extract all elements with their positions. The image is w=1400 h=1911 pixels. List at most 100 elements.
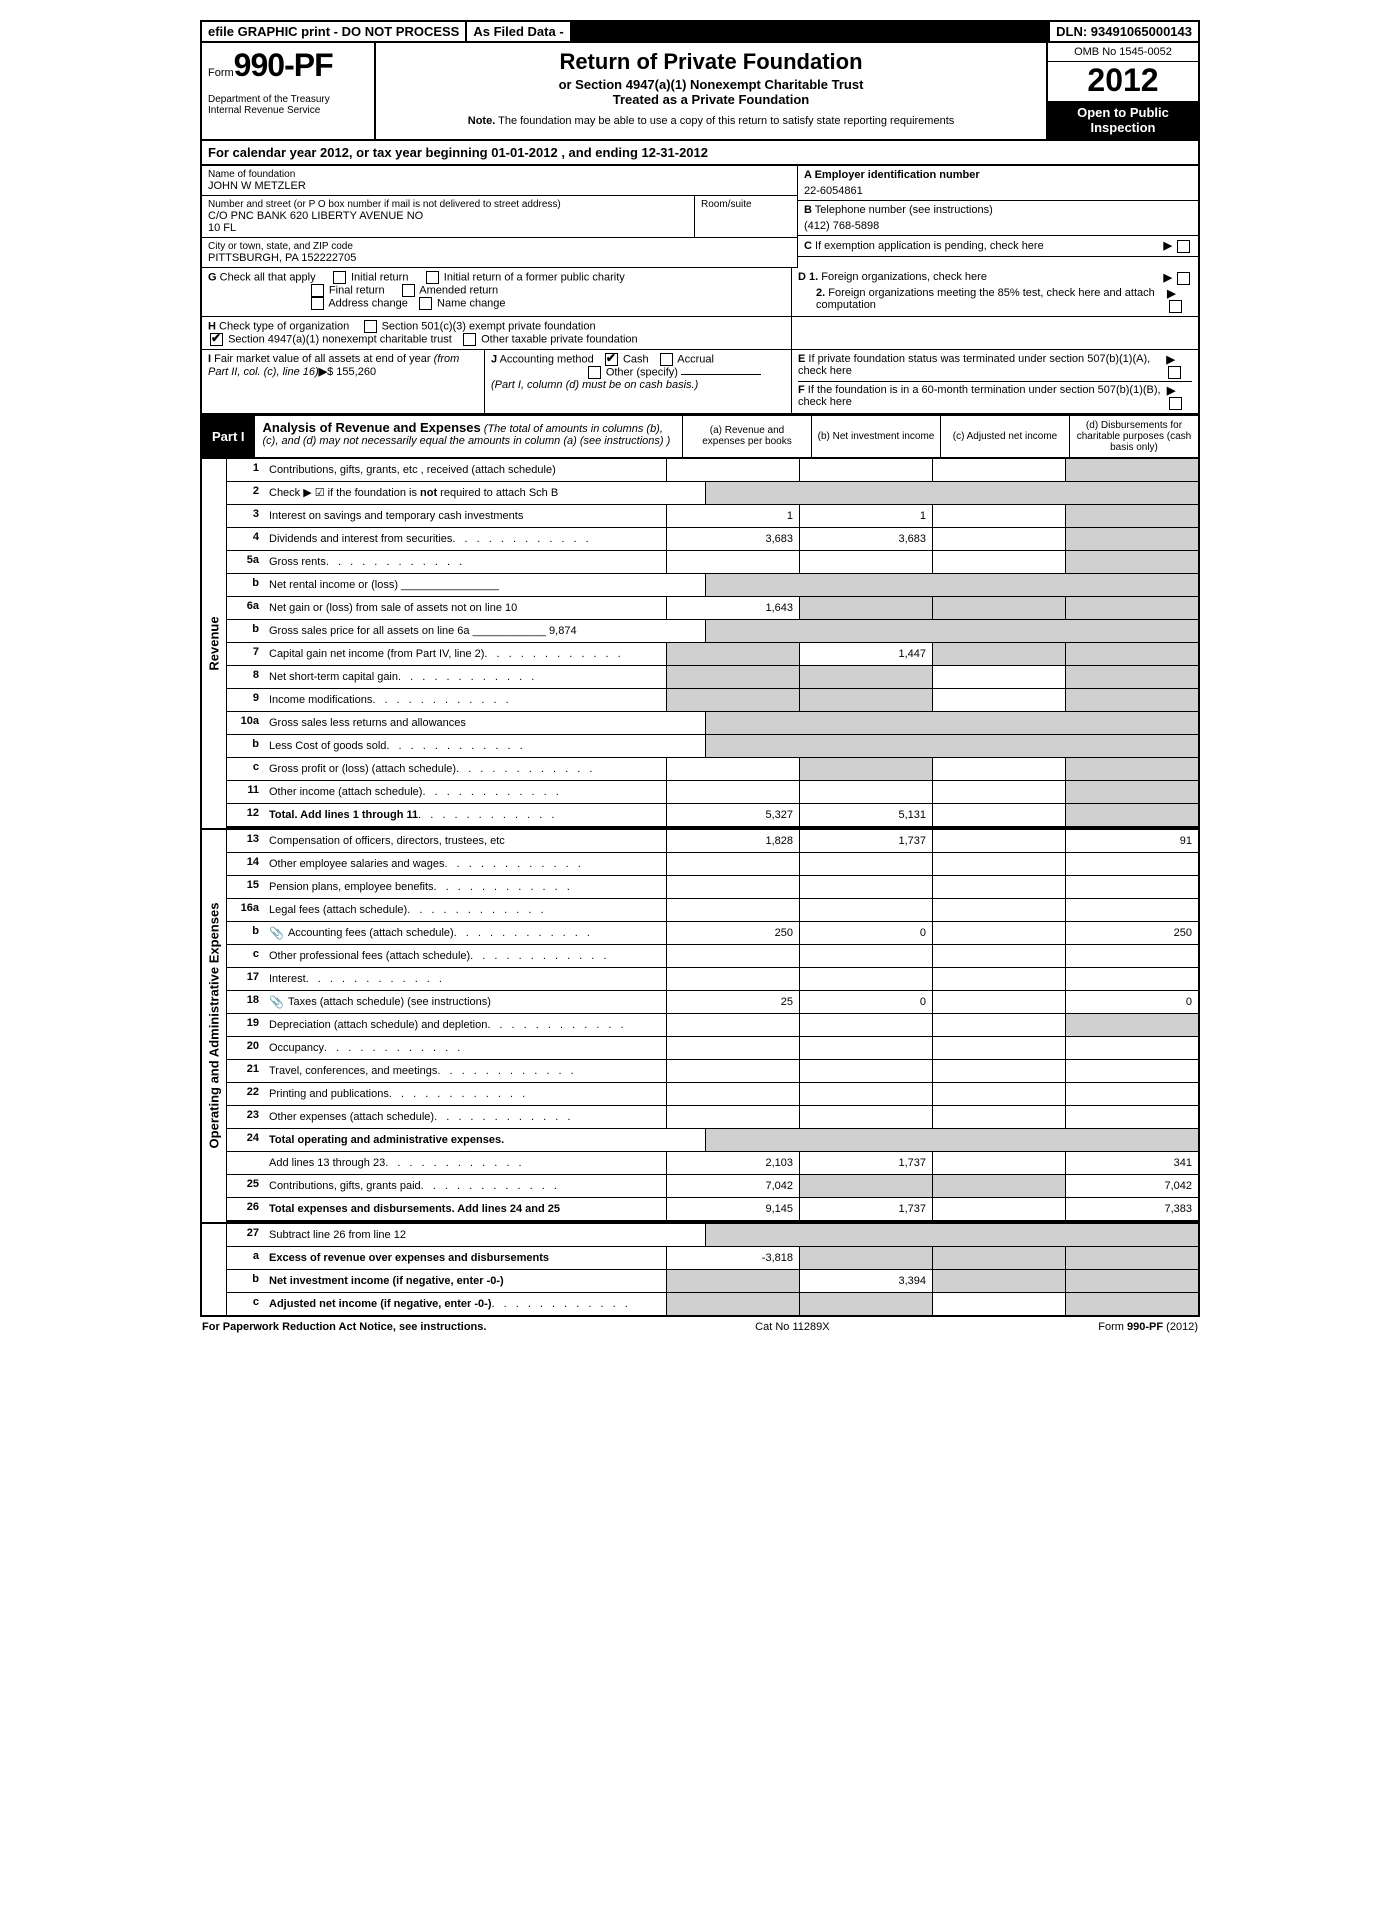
room-suite-label: Room/suite — [701, 199, 791, 210]
ein-cell: A Employer identification number 22-6054… — [798, 166, 1198, 201]
value-cell-c — [932, 853, 1065, 875]
attachment-icon: 📎 — [269, 926, 284, 940]
4947a1-checkbox[interactable] — [210, 333, 223, 346]
other-method-checkbox[interactable] — [588, 366, 601, 379]
value-cell-a: -3,818 — [666, 1247, 799, 1269]
dept-treasury: Department of the Treasury — [208, 94, 368, 105]
line-description: Gross sales less returns and allowances — [265, 712, 705, 734]
calendar-year-line: For calendar year 2012, or tax year begi… — [200, 141, 1200, 166]
form-number: 990-PF — [234, 47, 333, 83]
name-change-checkbox[interactable] — [419, 297, 432, 310]
table-row: cOther professional fees (attach schedul… — [227, 945, 1198, 968]
final-return-checkbox[interactable] — [311, 284, 324, 297]
value-cell-a — [666, 968, 799, 990]
line-number: 9 — [227, 689, 265, 711]
initial-return-checkbox[interactable] — [333, 271, 346, 284]
line-description: Add lines 13 through 23 — [265, 1152, 666, 1174]
ein-value: 22-6054861 — [804, 181, 1192, 197]
value-cell-a — [666, 853, 799, 875]
section-ijef: I Fair market value of all assets at end… — [200, 350, 1200, 415]
col-d-header: (d) Disbursements for charitable purpose… — [1069, 416, 1198, 457]
city-state-zip: PITTSBURGH, PA 152222705 — [208, 252, 791, 264]
value-cell-a — [666, 899, 799, 921]
value-cell-a — [666, 643, 799, 665]
value-cell-a — [666, 1083, 799, 1105]
value-cell-c — [932, 1175, 1065, 1197]
col-c-header: (c) Adjusted net income — [940, 416, 1069, 457]
address-change-checkbox[interactable] — [311, 297, 324, 310]
value-cell-c — [932, 597, 1065, 619]
value-cell-d — [1065, 1270, 1198, 1292]
value-cell-a — [666, 945, 799, 967]
amended-return-checkbox[interactable] — [402, 284, 415, 297]
value-cell-d — [1065, 968, 1198, 990]
section-h: H Check type of organization Section 501… — [200, 317, 1200, 350]
line-number: 19 — [227, 1014, 265, 1036]
line-description: Net rental income or (loss) ____________… — [265, 574, 705, 596]
line-number: 17 — [227, 968, 265, 990]
table-row: 6aNet gain or (loss) from sale of assets… — [227, 597, 1198, 620]
value-cell-d — [1065, 1106, 1198, 1128]
line-description: Net gain or (loss) from sale of assets n… — [265, 597, 666, 619]
501c3-checkbox[interactable] — [364, 320, 377, 333]
value-cell-b — [799, 1293, 932, 1315]
initial-former-checkbox[interactable] — [426, 271, 439, 284]
line-number: 1 — [227, 459, 265, 481]
table-row: 23Other expenses (attach schedule) — [227, 1106, 1198, 1129]
table-row: 7Capital gain net income (from Part IV, … — [227, 643, 1198, 666]
line-number: 3 — [227, 505, 265, 527]
value-cell-a — [666, 1037, 799, 1059]
value-cell-a: 3,683 — [666, 528, 799, 550]
table-row: bNet investment income (if negative, ent… — [227, 1270, 1198, 1293]
accrual-checkbox[interactable] — [660, 353, 673, 366]
header-left: Form990-PF Department of the Treasury In… — [202, 43, 376, 139]
phone-cell: B Telephone number (see instructions) (4… — [798, 201, 1198, 236]
value-cell-d — [1065, 459, 1198, 481]
value-cell-b — [799, 1083, 932, 1105]
value-cell-d — [1065, 505, 1198, 527]
form-subtitle-2: Treated as a Private Foundation — [386, 92, 1036, 107]
value-cell-c — [932, 1083, 1065, 1105]
value-cell-c — [932, 899, 1065, 921]
value-cell-b: 1 — [799, 505, 932, 527]
line-number: a — [227, 1247, 265, 1269]
value-cell-c — [932, 459, 1065, 481]
value-cell-d — [1065, 666, 1198, 688]
value-cell-c — [932, 505, 1065, 527]
value-cell-a: 250 — [666, 922, 799, 944]
value-cell-c — [932, 528, 1065, 550]
value-cell-d — [1065, 1083, 1198, 1105]
cash-checkbox[interactable] — [605, 353, 618, 366]
value-cell-a — [666, 758, 799, 780]
foreign-org-checkbox[interactable] — [1177, 272, 1190, 285]
60month-checkbox[interactable] — [1169, 397, 1182, 410]
value-cell-c — [932, 1247, 1065, 1269]
value-cell-d — [1065, 1247, 1198, 1269]
value-cell-a — [666, 1014, 799, 1036]
other-taxable-checkbox[interactable] — [463, 333, 476, 346]
name-cell: Name of foundation JOHN W METZLER — [202, 166, 797, 196]
table-row: 11Other income (attach schedule) — [227, 781, 1198, 804]
line-description: 📎Taxes (attach schedule) (see instructio… — [265, 991, 666, 1013]
line-number: 11 — [227, 781, 265, 803]
line-description: Total operating and administrative expen… — [265, 1129, 705, 1151]
table-row: 8Net short-term capital gain — [227, 666, 1198, 689]
value-cell-a — [666, 1060, 799, 1082]
revenue-side-label: Revenue — [202, 459, 227, 828]
value-cell-d: 91 — [1065, 830, 1198, 852]
line-number: 14 — [227, 853, 265, 875]
line-number: 15 — [227, 876, 265, 898]
line-number: 13 — [227, 830, 265, 852]
line-number: c — [227, 945, 265, 967]
value-cell-a: 1 — [666, 505, 799, 527]
foreign-85-checkbox[interactable] — [1169, 300, 1182, 313]
line-number — [227, 1152, 265, 1174]
paperwork-notice: For Paperwork Reduction Act Notice, see … — [202, 1321, 486, 1333]
value-cell-b — [799, 1060, 932, 1082]
value-cell-c — [932, 643, 1065, 665]
line-number: 25 — [227, 1175, 265, 1197]
table-row: cGross profit or (loss) (attach schedule… — [227, 758, 1198, 781]
status-terminated-checkbox[interactable] — [1168, 366, 1181, 379]
exemption-checkbox[interactable] — [1177, 240, 1190, 253]
line-description: Excess of revenue over expenses and disb… — [265, 1247, 666, 1269]
